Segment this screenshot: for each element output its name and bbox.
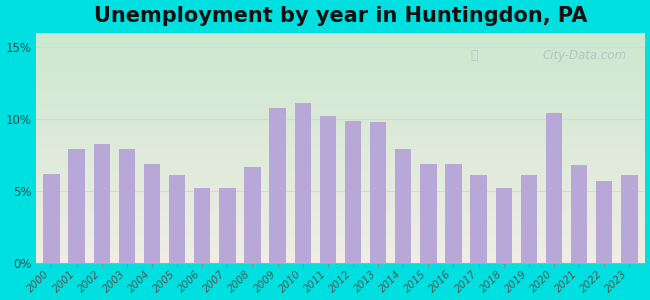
Bar: [44, 174, 60, 263]
Bar: [169, 175, 185, 263]
Bar: [471, 175, 487, 263]
Text: ⓘ: ⓘ: [471, 49, 478, 62]
Title: Unemployment by year in Huntingdon, PA: Unemployment by year in Huntingdon, PA: [94, 6, 587, 26]
Bar: [294, 103, 311, 263]
Bar: [68, 149, 84, 263]
Bar: [345, 121, 361, 263]
Bar: [571, 165, 588, 263]
Bar: [420, 164, 437, 263]
Bar: [194, 188, 211, 263]
Bar: [94, 144, 110, 263]
Text: City-Data.com: City-Data.com: [542, 49, 626, 62]
Bar: [244, 167, 261, 263]
Bar: [119, 149, 135, 263]
Bar: [596, 181, 612, 263]
Bar: [219, 188, 235, 263]
Bar: [621, 175, 638, 263]
Bar: [521, 175, 537, 263]
Bar: [395, 149, 411, 263]
Bar: [144, 164, 160, 263]
Bar: [445, 164, 462, 263]
Bar: [320, 116, 336, 263]
Bar: [270, 108, 286, 263]
Bar: [546, 113, 562, 263]
Bar: [495, 188, 512, 263]
Bar: [370, 122, 386, 263]
